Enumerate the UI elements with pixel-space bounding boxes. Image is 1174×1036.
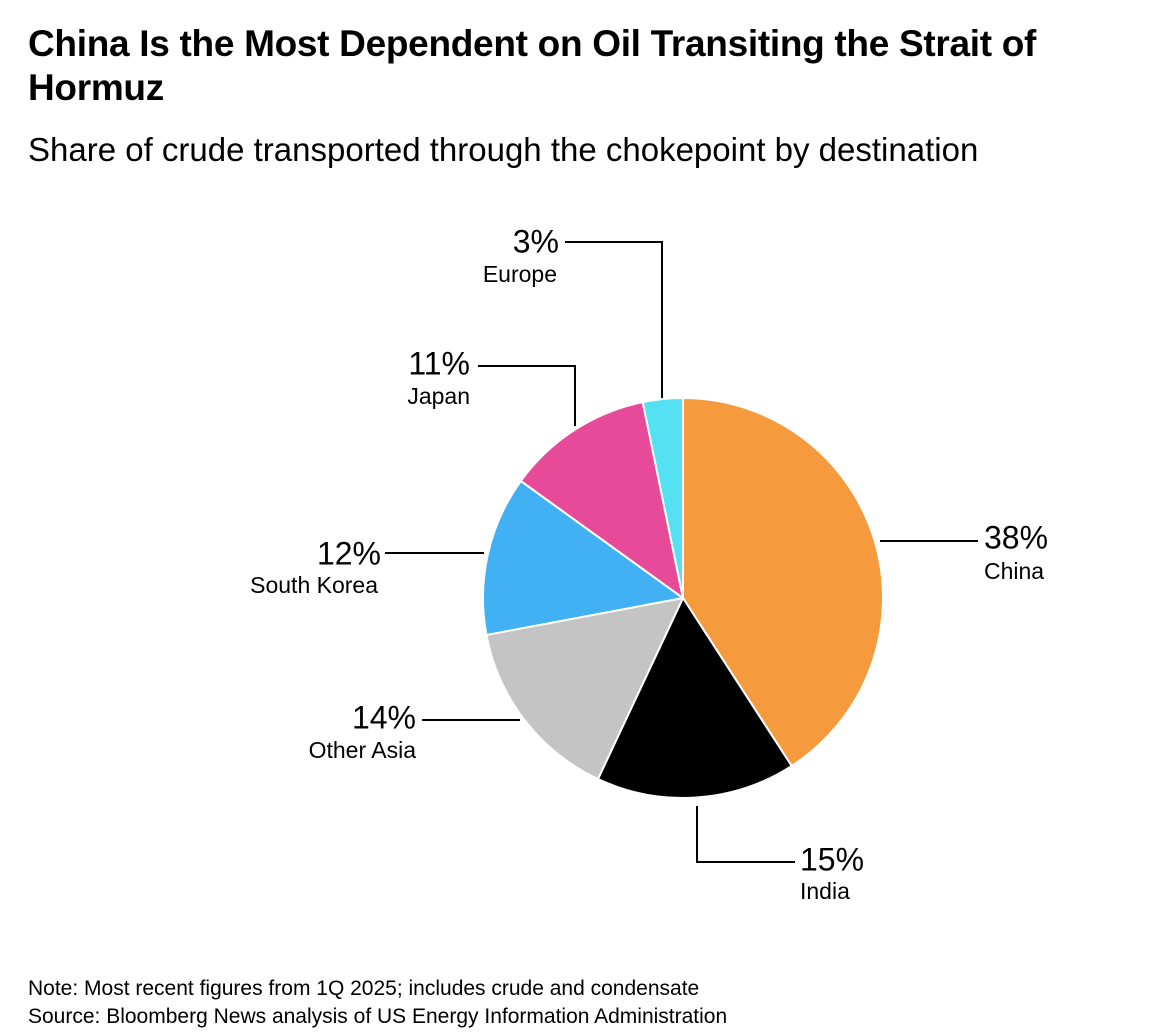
pie-chart: 38% China 15%India 14%Other Asia 12%South Ko… — [250, 223, 1048, 904]
chart-footer: Note: Most recent figures from 1Q 2025; … — [28, 975, 727, 1031]
category-label-other-asia: Other Asia — [309, 737, 417, 763]
data-label-india: 15% — [800, 841, 864, 877]
slice-labels: 38% China 15%India 14%Other Asia 12%South Ko… — [250, 223, 1048, 904]
category-label-europe: Europe — [483, 261, 557, 287]
pie-slice-japan — [519, 401, 684, 599]
data-label-china: 38% — [984, 519, 1048, 555]
category-label-india: India — [800, 878, 850, 904]
pie-slices — [482, 397, 884, 799]
leader-line-india — [696, 806, 795, 863]
data-label-other-asia: 14% — [352, 699, 416, 735]
pie-slice-other-asia — [485, 597, 684, 781]
leader-line-japan — [478, 365, 576, 426]
category-label-japan: Japan — [407, 383, 470, 409]
leader-line-europe — [565, 241, 663, 398]
pie-slice-india — [596, 597, 793, 799]
data-label-japan: 11% — [408, 345, 470, 381]
leader-lines — [385, 241, 978, 863]
chart-title: China Is the Most Dependent on Oil Trans… — [28, 23, 1037, 108]
category-label-south-korea: South Korea — [250, 572, 378, 598]
source-text: Source: Bloomberg News analysis of US En… — [28, 1005, 728, 1028]
pie-slice-south-korea — [482, 479, 684, 636]
note-text: Note: Most recent figures from 1Q 2025; … — [28, 977, 700, 1000]
category-label-china: China — [984, 558, 1044, 584]
data-label-south-korea: 12% — [317, 535, 381, 571]
data-label-europe: 3% — [513, 223, 559, 259]
pie-slice-europe — [641, 397, 684, 599]
chart-subtitle: Share of crude transported through the c… — [28, 131, 979, 168]
